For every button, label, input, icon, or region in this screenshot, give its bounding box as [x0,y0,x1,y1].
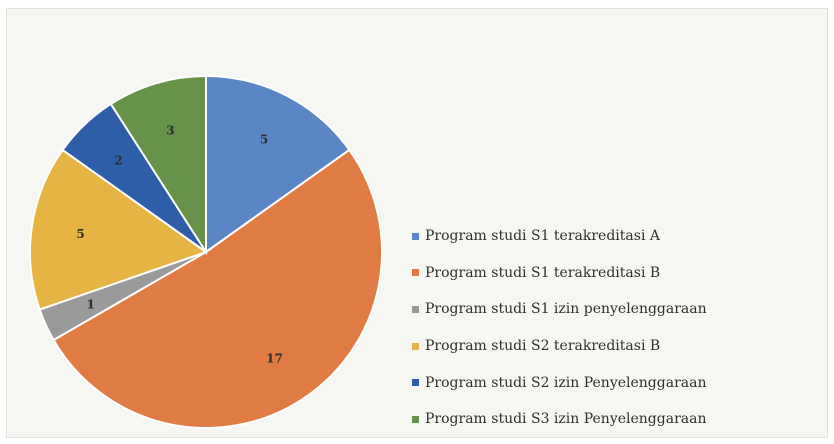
legend-item-6: Program studi S3 izin Penyelenggaraan [412,401,832,438]
data-label-2: 17 [266,352,283,366]
data-label-3: 1 [87,298,95,312]
legend-swatch-1 [412,232,419,240]
legend-item-4: Program studi S2 terakreditasi B [412,328,832,365]
legend-label-3: Program studi S1 izin penyelenggaraan [425,301,707,318]
legend-label-5: Program studi S2 izin Penyelenggaraan [425,374,707,391]
legend-item-5: Program studi S2 izin Penyelenggaraan [412,364,832,401]
legend-label-4: Program studi S2 terakreditasi B [425,338,661,355]
data-label-1: 5 [260,132,268,146]
pie-slice-6 [109,74,207,256]
pie-slice-2 [52,148,383,429]
legend: Program studi S1 terakreditasi A Program … [412,218,832,438]
legend-item-1: Program studi S1 terakreditasi A [412,218,832,255]
pie-slice-1 [205,74,351,254]
legend-swatch-5 [412,379,419,387]
data-label-4: 5 [76,227,84,241]
legend-swatch-6 [412,415,419,423]
pie-slice-4 [29,148,209,311]
legend-label-1: Program studi S1 terakreditasi A [425,228,660,245]
legend-item-2: Program studi S1 terakreditasi B [412,255,832,292]
legend-label-2: Program studi S1 terakreditasi B [425,264,661,281]
legend-swatch-3 [412,305,419,313]
legend-item-3: Program studi S1 izin penyelenggaraan [412,291,832,328]
legend-label-6: Program studi S3 izin Penyelenggaraan [425,411,707,428]
legend-swatch-4 [412,342,419,350]
data-label-5: 2 [114,153,122,167]
data-label-6: 3 [166,123,174,137]
legend-swatch-2 [412,269,419,277]
